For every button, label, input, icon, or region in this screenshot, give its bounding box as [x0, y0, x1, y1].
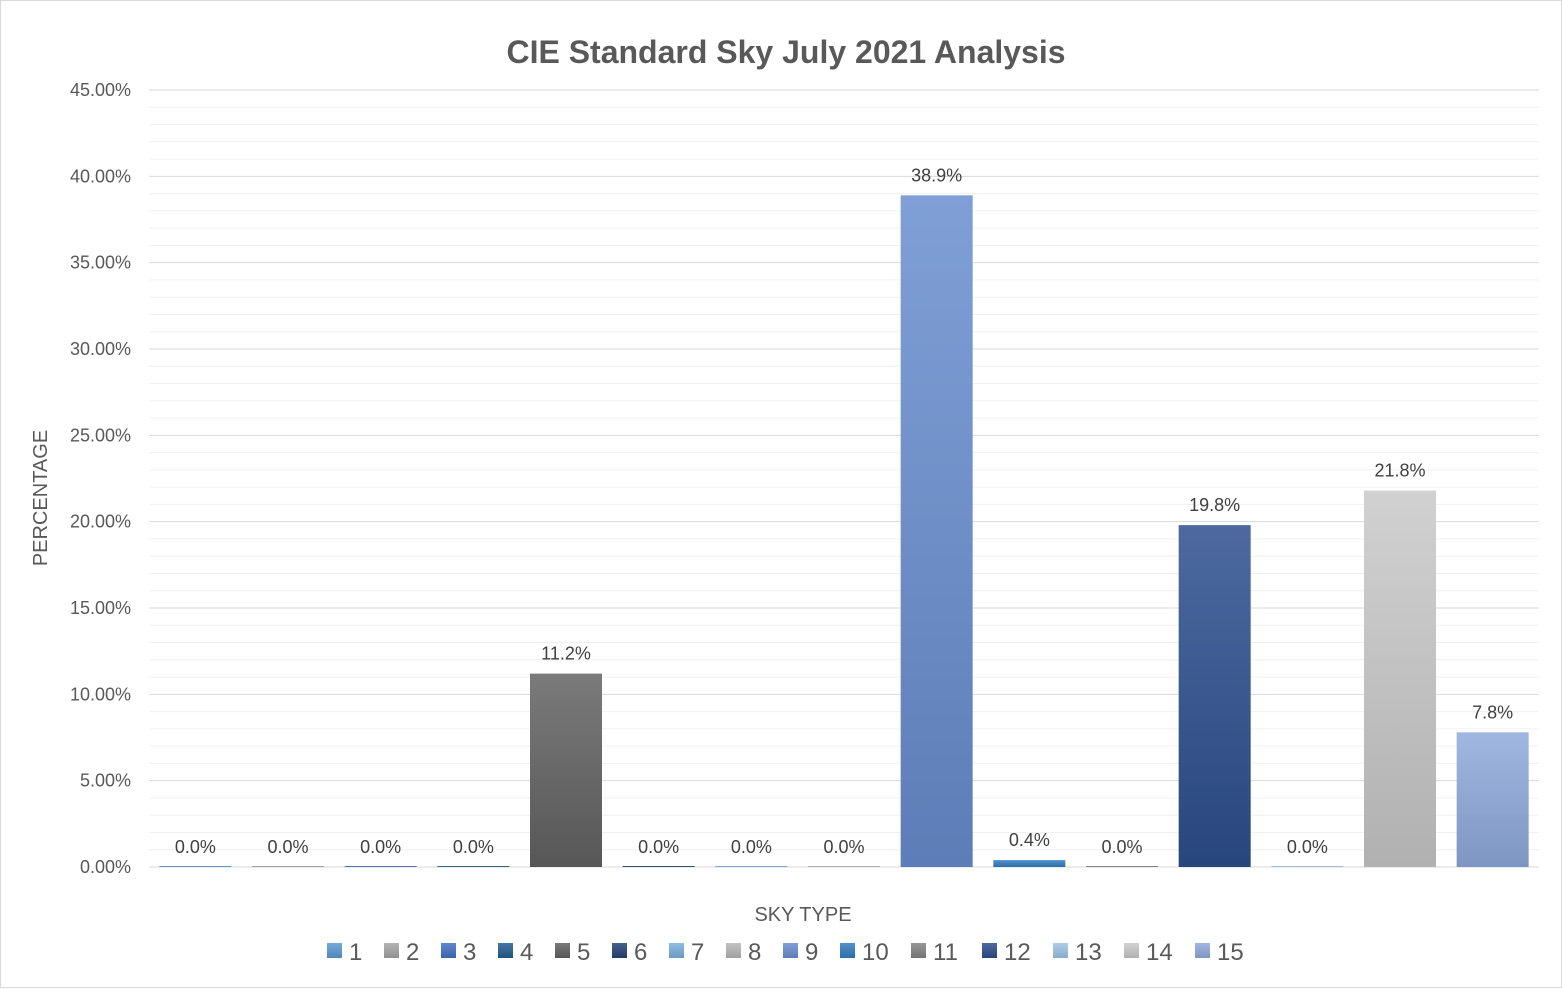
legend-label-8: 8 [748, 939, 761, 966]
data-label-sky-type-12: 19.8% [1189, 495, 1240, 515]
legend-label-7: 7 [691, 939, 704, 966]
legend-swatch-3 [441, 943, 456, 958]
data-label-sky-type-6: 0.0% [638, 837, 679, 857]
data-label-sky-type-9: 38.9% [911, 165, 962, 185]
legend-label-13: 13 [1075, 939, 1102, 966]
bar-sky-type-7 [715, 866, 788, 867]
y-tick-label: 30.00% [70, 339, 131, 359]
data-label-sky-type-13: 0.0% [1287, 837, 1328, 857]
x-axis-title: SKY TYPE [754, 904, 851, 926]
legend-label-4: 4 [520, 939, 533, 966]
legend-label-10: 10 [862, 939, 889, 966]
data-label-sky-type-7: 0.0% [731, 837, 772, 857]
legend-label-14: 14 [1146, 939, 1173, 966]
bar-sky-type-13 [1271, 866, 1344, 867]
bar-sky-type-11 [1086, 866, 1158, 867]
y-tick-label: 15.00% [70, 598, 131, 618]
legend-label-6: 6 [634, 939, 647, 966]
legend-label-1: 1 [349, 939, 362, 966]
bar-sky-type-6 [622, 866, 695, 867]
data-label-sky-type-11: 0.0% [1101, 837, 1142, 857]
legend-swatch-12 [982, 943, 997, 958]
legend-label-9: 9 [805, 939, 818, 966]
y-tick-label: 45.00% [70, 80, 131, 100]
y-tick-label: 0.00% [80, 857, 131, 877]
y-tick-label: 20.00% [70, 512, 131, 532]
bar-sky-type-14 [1364, 490, 1436, 867]
y-tick-label: 25.00% [70, 425, 131, 445]
data-label-sky-type-10: 0.4% [1009, 830, 1050, 850]
legend-swatch-13 [1053, 943, 1068, 958]
data-label-sky-type-3: 0.0% [360, 837, 401, 857]
legend: 1 2 3 4 5 6 7 8 9 10 11 12 13 14 15 [327, 939, 1244, 966]
legend-label-3: 3 [463, 939, 476, 966]
legend-label-15: 15 [1217, 939, 1244, 966]
bar-sky-type-1 [159, 866, 232, 867]
chart-title: CIE Standard Sky July 2021 Analysis [506, 34, 1065, 70]
legend-swatch-10 [840, 943, 855, 958]
bar-sky-type-3 [344, 866, 417, 867]
legend-swatch-7 [669, 943, 684, 958]
bar-sky-type-8 [808, 866, 880, 867]
bar-sky-type-12 [1178, 525, 1251, 867]
bar-sky-type-15 [1456, 732, 1529, 867]
bar-sky-type-4 [437, 866, 510, 867]
y-tick-label: 10.00% [70, 684, 131, 704]
bar-sky-type-10 [993, 860, 1066, 867]
legend-label-2: 2 [406, 939, 419, 966]
bar-sky-type-5 [530, 673, 602, 867]
data-label-sky-type-1: 0.0% [175, 837, 216, 857]
legend-swatch-8 [726, 943, 741, 958]
data-label-sky-type-2: 0.0% [267, 837, 308, 857]
legend-swatch-14 [1124, 943, 1139, 958]
legend-swatch-9 [783, 943, 798, 958]
y-axis-ticks: 0.00% 5.00% 10.00% 15.00% 20.00% 25.00% 30.00%… [70, 80, 131, 877]
bar-sky-type-2 [252, 866, 324, 867]
bar-sky-type-9 [900, 195, 973, 867]
legend-swatch-1 [327, 943, 342, 958]
y-axis-title: PERCENTAGE [30, 430, 52, 566]
legend-swatch-4 [498, 943, 513, 958]
legend-swatch-11 [911, 943, 926, 958]
y-tick-label: 5.00% [80, 771, 131, 791]
data-labels: 0.0% 0.0% 0.0% 0.0% 11.2% 0.0% 0.0% 0.0% 38.9% 0.… [175, 165, 1513, 857]
legend-swatch-2 [384, 943, 399, 958]
legend-swatch-5 [555, 943, 570, 958]
legend-label-12: 12 [1004, 939, 1031, 966]
legend-swatch-15 [1195, 943, 1210, 958]
bars [159, 195, 1529, 867]
data-label-sky-type-4: 0.0% [453, 837, 494, 857]
y-tick-label: 40.00% [70, 166, 131, 186]
legend-swatch-6 [612, 943, 627, 958]
data-label-sky-type-15: 7.8% [1472, 702, 1513, 722]
data-label-sky-type-14: 21.8% [1374, 461, 1425, 481]
legend-label-11: 11 [933, 939, 958, 966]
data-label-sky-type-5: 11.2% [541, 644, 591, 664]
data-label-sky-type-8: 0.0% [823, 837, 864, 857]
gridlines [149, 89, 1539, 868]
legend-label-5: 5 [577, 939, 590, 966]
y-tick-label: 35.00% [70, 253, 131, 273]
